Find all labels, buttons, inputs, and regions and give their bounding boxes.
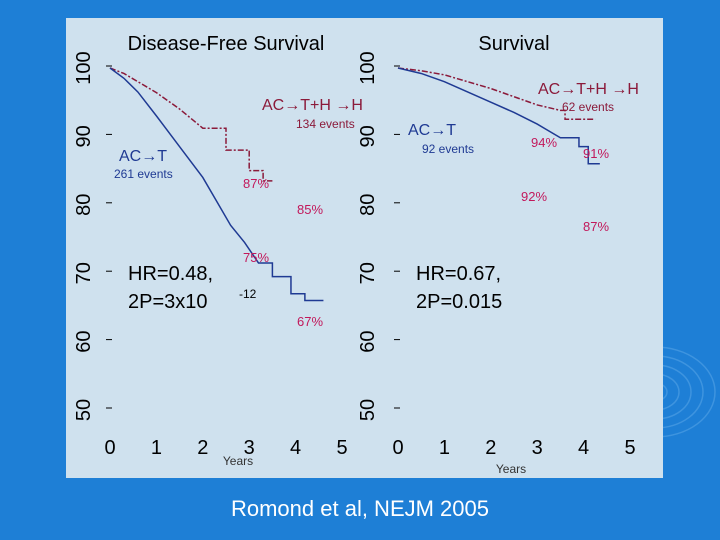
dfs-x-label: Years: [223, 454, 253, 468]
os-y-tick-60: 60: [357, 330, 379, 352]
dfs-series-name-ac-t: AC→T: [119, 148, 167, 165]
dfs-series-line-ac-t-h: [109, 67, 273, 182]
dfs-y-tick-50: 50: [73, 399, 95, 421]
os-hr-line-1: HR=0.67,: [416, 263, 501, 285]
dfs-annotation-1: 85%: [297, 202, 323, 217]
os-x-tick-0: 0: [392, 437, 403, 459]
os-x-tick-2: 2: [485, 437, 496, 459]
os-series-events-ac-t: 92 events: [422, 142, 474, 156]
dfs-y-tick-80: 80: [73, 194, 95, 216]
os-annotation-3: 87%: [583, 219, 609, 234]
os-y-tick-100: 100: [357, 51, 379, 84]
dfs-x-tick-1: 1: [151, 437, 162, 459]
dfs-annotation-3: 67%: [297, 314, 323, 329]
dfs-title: Disease-Free Survival: [128, 33, 325, 55]
os-series-line-ac-t: [397, 67, 600, 165]
os-annotation-0: 94%: [531, 135, 557, 150]
dfs-y-tick-60: 60: [73, 330, 95, 352]
dfs-series-name-ac-t-h: AC→T+H →H: [262, 97, 363, 114]
dfs-series-line-ac-t: [109, 67, 324, 302]
dfs-y-tick-70: 70: [73, 262, 95, 284]
os-x-label: Years: [496, 462, 526, 476]
os-x-tick-5: 5: [624, 437, 635, 459]
dfs-y-tick-90: 90: [73, 125, 95, 147]
os-chart: Survival 50 60 70 80 90 100 0 1 2 3 4 5 Years AC→T+H →…: [357, 33, 639, 476]
dfs-hr-line-2: 2P=3x10: [128, 291, 208, 313]
os-y-tick-50: 50: [357, 399, 379, 421]
os-annotation-1: 91%: [583, 146, 609, 161]
dfs-chart: Disease-Free Survival 50 60 70 80 90 100 0 1 2 3 4 5…: [73, 33, 363, 468]
dfs-series-events-ac-t: 261 events: [114, 167, 173, 181]
dfs-x-tick-5: 5: [336, 437, 347, 459]
dfs-x-tick-2: 2: [197, 437, 208, 459]
dfs-annotation-0: 87%: [243, 176, 269, 191]
dfs-x-tick-0: 0: [104, 437, 115, 459]
os-x-tick-3: 3: [532, 437, 543, 459]
dfs-series-events-ac-t-h: 134 events: [296, 117, 355, 131]
os-hr-line-2: 2P=0.015: [416, 291, 502, 313]
dfs-x-tick-3: 3: [244, 437, 255, 459]
os-y-tick-90: 90: [357, 125, 379, 147]
os-series-events-ac-t-h: 62 events: [562, 100, 614, 114]
dfs-hr-line-1: HR=0.48,: [128, 263, 213, 285]
dfs-hr-exponent: -12: [239, 287, 257, 301]
chart-panel: Disease-Free Survival 50 60 70 80 90 100 0 1 2 3 4 5…: [66, 18, 663, 478]
os-series-name-ac-t: AC→T: [408, 122, 456, 139]
dfs-y-tick-100: 100: [73, 51, 95, 84]
os-annotation-2: 92%: [521, 189, 547, 204]
os-y-tick-80: 80: [357, 194, 379, 216]
os-y-tick-70: 70: [357, 262, 379, 284]
os-title: Survival: [478, 33, 549, 55]
citation: Romond et al, NEJM 2005: [230, 496, 490, 521]
os-series-line-ac-t-h: [397, 67, 596, 121]
os-x-tick-1: 1: [439, 437, 450, 459]
os-series-name-ac-t-h: AC→T+H →H: [538, 81, 639, 98]
dfs-x-tick-4: 4: [290, 437, 301, 459]
dfs-annotation-2: 75%: [243, 250, 269, 265]
os-x-tick-4: 4: [578, 437, 589, 459]
